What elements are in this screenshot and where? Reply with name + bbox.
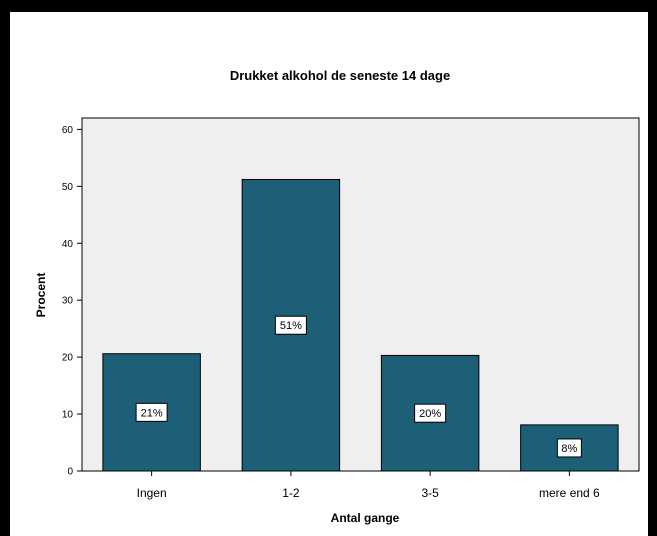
x-axis-label: Antal gange (331, 511, 400, 525)
x-tick-label: Ingen (137, 486, 167, 500)
y-axis: 0 10 20 30 40 50 60 (62, 125, 82, 478)
chart-title: Drukket alkohol de seneste 14 dage (230, 68, 450, 83)
y-axis-label: Procent (34, 273, 48, 318)
bars: 21% 51% 20% 8% (102, 178, 619, 472)
y-tick-label: 0 (67, 467, 73, 478)
data-label: 20% (419, 408, 441, 420)
x-tick-label: mere end 6 (539, 486, 600, 500)
data-label-box (135, 402, 168, 422)
y-tick-label: 30 (62, 296, 74, 307)
data-label: 8% (561, 443, 577, 455)
y-tick-label: 60 (62, 125, 74, 136)
x-tick-label: 1-2 (282, 486, 300, 500)
y-tick-label: 10 (62, 410, 74, 421)
data-label-box (414, 403, 447, 423)
data-label-box (556, 438, 582, 458)
data-label-box (274, 315, 307, 335)
data-label: 51% (280, 320, 302, 332)
y-tick-label: 20 (62, 353, 74, 364)
x-tick-label: 3-5 (421, 486, 439, 500)
y-tick-label: 50 (62, 182, 74, 193)
y-tick-label: 40 (62, 239, 74, 250)
data-label: 21% (141, 407, 163, 419)
x-axis: Ingen 1-2 3-5 mere end 6 (137, 471, 600, 500)
